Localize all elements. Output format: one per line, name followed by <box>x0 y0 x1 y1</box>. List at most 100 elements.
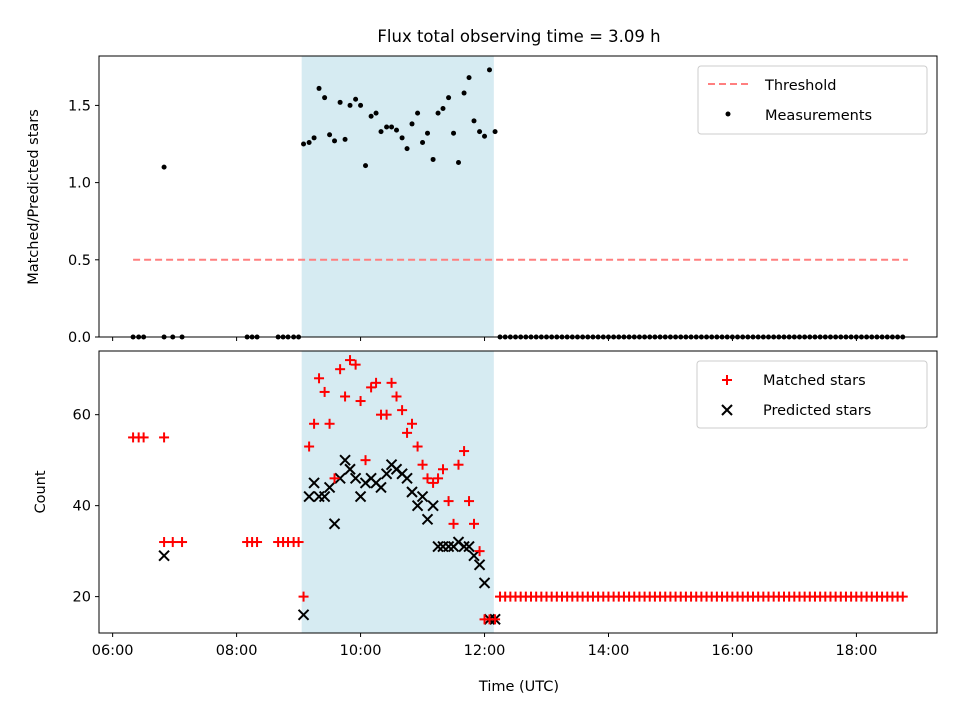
predicted-point <box>442 540 455 553</box>
matched-point <box>159 432 170 443</box>
measurement-point <box>347 102 353 108</box>
predicted-legend-label: Predicted stars <box>763 403 871 419</box>
predicted-marker-b <box>339 454 351 466</box>
matched-point <box>298 591 309 602</box>
predicted-marker-b <box>421 513 434 525</box>
predicted-point <box>380 468 393 480</box>
matched-point <box>345 355 356 366</box>
measurement-point <box>301 141 307 147</box>
measurement-point <box>337 99 343 105</box>
matched-point <box>417 459 428 470</box>
matched-point <box>433 473 444 484</box>
predicted-marker-b <box>344 463 356 475</box>
matched-legend-label: Matched stars <box>763 373 866 389</box>
measurement-point <box>161 164 167 170</box>
predicted-marker-b <box>297 609 310 621</box>
ratio-legend: Threshold Measurements <box>697 65 928 135</box>
count-x-tick-label: 14:00 <box>588 643 630 659</box>
matched-point <box>293 537 304 548</box>
measurement-point <box>306 139 312 145</box>
count-x-tick-label: 06:00 <box>92 643 134 659</box>
predicted-point <box>411 499 424 512</box>
count-x-tick-label: 08:00 <box>216 643 258 659</box>
matched-point <box>464 496 475 507</box>
count-y-tick-label: 60 <box>73 408 91 424</box>
observing-window-band-bottom <box>301 351 494 633</box>
matched-point <box>381 409 392 420</box>
predicted-point <box>303 490 315 503</box>
matched-point <box>366 382 377 393</box>
matched-point <box>335 364 346 375</box>
threshold-legend-label: Threshold <box>764 78 836 94</box>
predicted-marker-b <box>158 549 170 562</box>
predicted-marker-b <box>323 481 336 494</box>
ratio-y-tick-label: 1.5 <box>68 98 91 114</box>
measurements-legend-swatch <box>725 111 731 117</box>
predicted-point <box>401 472 413 485</box>
matched-point <box>448 518 459 529</box>
measurement-point <box>404 146 410 152</box>
matched-legend-marker <box>722 375 732 385</box>
matched-point <box>309 418 320 429</box>
ratio-panel: 0.0 0.5 1.0 1.5 Matched/Predicted stars Thr… <box>26 55 938 346</box>
matched-point <box>177 537 188 548</box>
measurement-point <box>394 127 400 133</box>
matched-point <box>428 477 439 488</box>
predicted-marker-b <box>442 540 455 553</box>
predicted-marker-b <box>401 472 413 485</box>
predicted-marker-b <box>452 536 465 548</box>
measurement-point <box>451 130 457 136</box>
predicted-marker-b <box>328 518 341 530</box>
measurement-point <box>435 110 441 116</box>
measurement-point <box>311 135 317 141</box>
measurement-point <box>477 129 483 135</box>
predicted-marker-b <box>478 577 491 589</box>
predicted-marker-b <box>463 540 475 553</box>
matched-point <box>438 464 449 475</box>
measurement-point <box>399 135 405 141</box>
predicted-marker-b <box>473 559 486 571</box>
count-y-tick-label: 20 <box>73 590 91 606</box>
ratio-legend-box <box>697 65 928 135</box>
measurement-point <box>384 124 390 130</box>
matched-point <box>355 396 366 407</box>
observing-window-band-top <box>301 56 494 337</box>
matched-point <box>159 537 170 548</box>
measurement-point <box>471 118 477 124</box>
predicted-point <box>458 540 470 553</box>
predicted-marker-b <box>308 477 320 489</box>
predicted-marker-b <box>318 490 331 503</box>
predicted-point <box>344 463 356 475</box>
measurement-point <box>373 110 379 116</box>
count-axis-ticks: 20 40 60 06:00 08:00 10:00 12:00 14:00 16:00 18:0… <box>73 408 878 659</box>
predicted-point <box>318 490 331 503</box>
count-panel: 20 40 60 06:00 08:00 10:00 12:00 14:00 16:00 18:0… <box>33 350 938 695</box>
measurement-point <box>446 95 452 101</box>
predicted-marker-b <box>406 486 418 498</box>
measurement-point <box>389 124 395 130</box>
predicted-point <box>416 490 429 503</box>
count-plot-marks <box>128 355 908 626</box>
predicted-legend-swatch <box>721 404 733 416</box>
predicted-marker-b <box>468 549 480 562</box>
measurement-point <box>482 133 488 139</box>
predicted-point <box>354 490 367 503</box>
matched-point <box>350 359 361 370</box>
count-y-tick-label: 40 <box>73 499 91 515</box>
predicted-marker-b <box>721 404 733 416</box>
measurement-point <box>353 96 359 102</box>
predicted-point <box>468 549 480 562</box>
measurement-point <box>430 156 436 162</box>
predicted-marker-b <box>334 472 346 485</box>
matched-point <box>304 441 315 452</box>
predicted-point <box>339 454 351 466</box>
measurement-point <box>332 138 338 144</box>
predicted-marker-b <box>303 490 315 503</box>
count-plot-frame <box>98 350 938 634</box>
measurement-point <box>420 139 426 145</box>
count-legend-box <box>696 360 928 429</box>
matched-point <box>340 391 351 402</box>
predicted-point <box>328 518 341 530</box>
matched-legend-swatch <box>722 375 732 385</box>
ratio-y-tick-label: 0.0 <box>68 330 91 346</box>
